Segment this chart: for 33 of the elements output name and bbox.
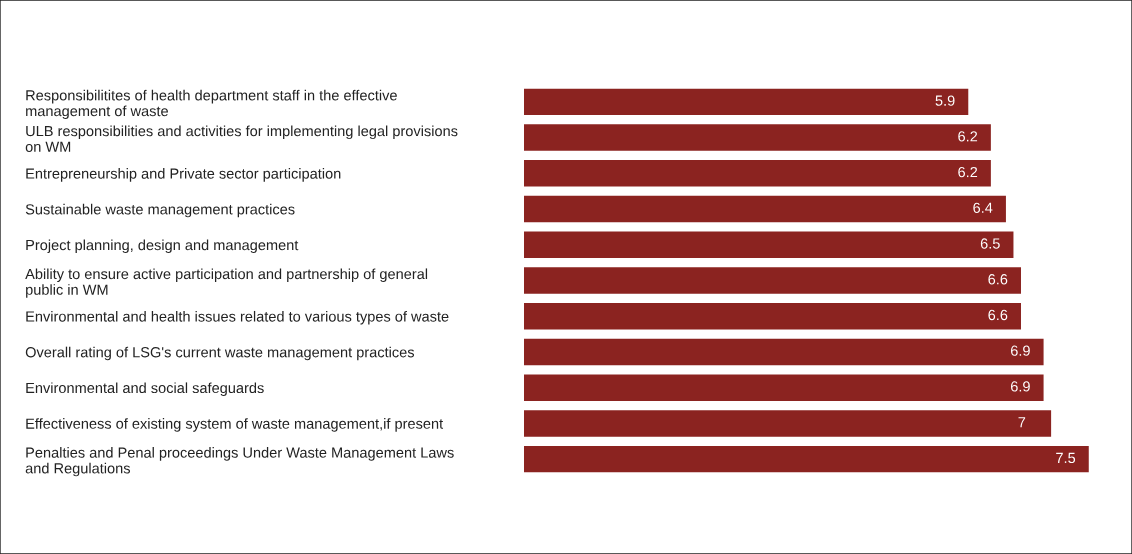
bar [524,303,1021,330]
y-tick-label: Environmental and health issues related to various types of waste [26,310,449,325]
data-label: 5.9 [935,95,955,106]
bar [524,267,1021,294]
bar [524,195,1006,223]
y-tick-label: Responsibilitites of health department staff in the effective management of waste [26,89,397,120]
data-label: 6.4 [973,202,993,213]
bar [524,124,991,151]
data-label: 7 [1018,417,1026,428]
y-tick-label: Effectiveness of existing system of waste management,if present [26,418,444,432]
bar [524,374,1044,401]
bar [524,88,969,116]
y-tick-label: Environmental and social safeguards [26,382,264,396]
data-label: 6.6 [988,309,1008,321]
y-tick-label: Entrepreneurship and Private sector participation [26,168,341,182]
bar [524,231,1014,258]
bar [524,338,1044,366]
y-tick-label: Ability to ensure active participation and partnership of general public in WM [25,268,428,298]
y-tick-label: Sustainable waste management practices [25,203,295,218]
y-tick-label: Penalties and Penal proceedings Under Waste Management Laws and Regulations [25,447,454,477]
data-label: 6.2 [958,131,978,142]
bar [524,445,1089,473]
data-label: 6.9 [1010,381,1030,392]
data-label: 6.5 [980,238,1000,249]
data-label: 7.5 [1056,452,1076,464]
y-tick-label: ULB responsibilities and activities for implementing legal provisions on WM [25,125,458,152]
data-label: 6.9 [1010,345,1030,356]
bar [524,160,991,187]
data-label: 6.2 [958,166,978,178]
data-label: 6.6 [988,274,1008,285]
bar [524,410,1052,437]
y-tick-label: Project planning, design and management [26,239,299,254]
y-tick-label: Overall rating of LSG's current waste management practices [25,346,415,361]
